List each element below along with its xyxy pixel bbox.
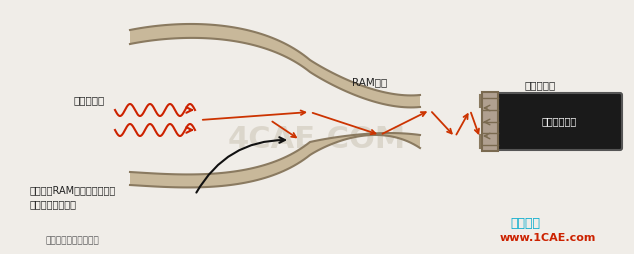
Text: 能量在带RAM衬里的管道壁之
间反射并逐渐衰减: 能量在带RAM衬里的管道壁之 间反射并逐渐衰减 <box>30 185 116 209</box>
Polygon shape <box>480 95 555 107</box>
Text: RAM衬里: RAM衬里 <box>353 77 387 87</box>
Polygon shape <box>130 133 420 187</box>
Text: 4CAE.COM: 4CAE.COM <box>228 125 406 154</box>
Text: 进气道隐身技术示意图: 进气道隐身技术示意图 <box>45 236 99 245</box>
Text: www.1CAE.com: www.1CAE.com <box>500 233 597 243</box>
FancyBboxPatch shape <box>496 93 622 150</box>
Text: 发动机风扇: 发动机风扇 <box>524 80 555 90</box>
Text: 喷气式发动机: 喷气式发动机 <box>541 117 577 126</box>
Polygon shape <box>130 24 420 107</box>
Polygon shape <box>482 92 498 151</box>
Polygon shape <box>480 135 555 148</box>
Text: 入射雷达波: 入射雷达波 <box>74 95 105 105</box>
Text: 仿真在线: 仿真在线 <box>510 217 540 230</box>
